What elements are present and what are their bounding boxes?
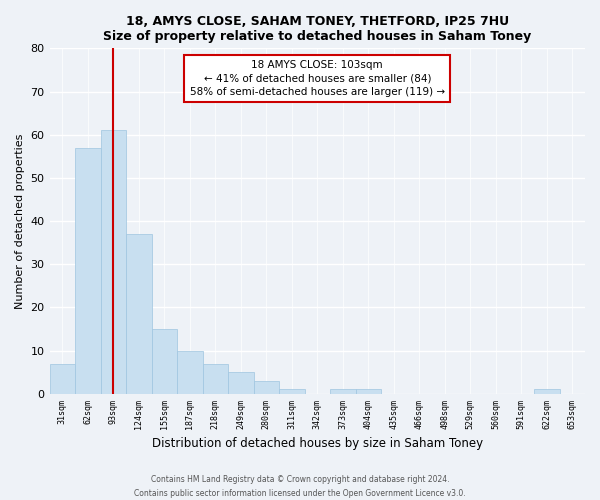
Bar (356, 390, 381, 394)
Bar (177, 350, 203, 394)
Bar (101, 130, 126, 394)
Y-axis label: Number of detached properties: Number of detached properties (15, 134, 25, 309)
Bar (228, 372, 254, 394)
X-axis label: Distribution of detached houses by size in Saham Toney: Distribution of detached houses by size … (152, 437, 483, 450)
Bar (203, 364, 228, 394)
Bar (279, 390, 305, 394)
Text: Contains HM Land Registry data © Crown copyright and database right 2024.
Contai: Contains HM Land Registry data © Crown c… (134, 476, 466, 498)
Bar (534, 390, 560, 394)
Bar (50, 364, 75, 394)
Bar (152, 329, 177, 394)
Text: 18 AMYS CLOSE: 103sqm
← 41% of detached houses are smaller (84)
58% of semi-deta: 18 AMYS CLOSE: 103sqm ← 41% of detached … (190, 60, 445, 97)
Bar (126, 234, 152, 394)
Bar (75, 148, 101, 394)
Bar (254, 381, 279, 394)
Bar (330, 390, 356, 394)
Title: 18, AMYS CLOSE, SAHAM TONEY, THETFORD, IP25 7HU
Size of property relative to det: 18, AMYS CLOSE, SAHAM TONEY, THETFORD, I… (103, 15, 532, 43)
